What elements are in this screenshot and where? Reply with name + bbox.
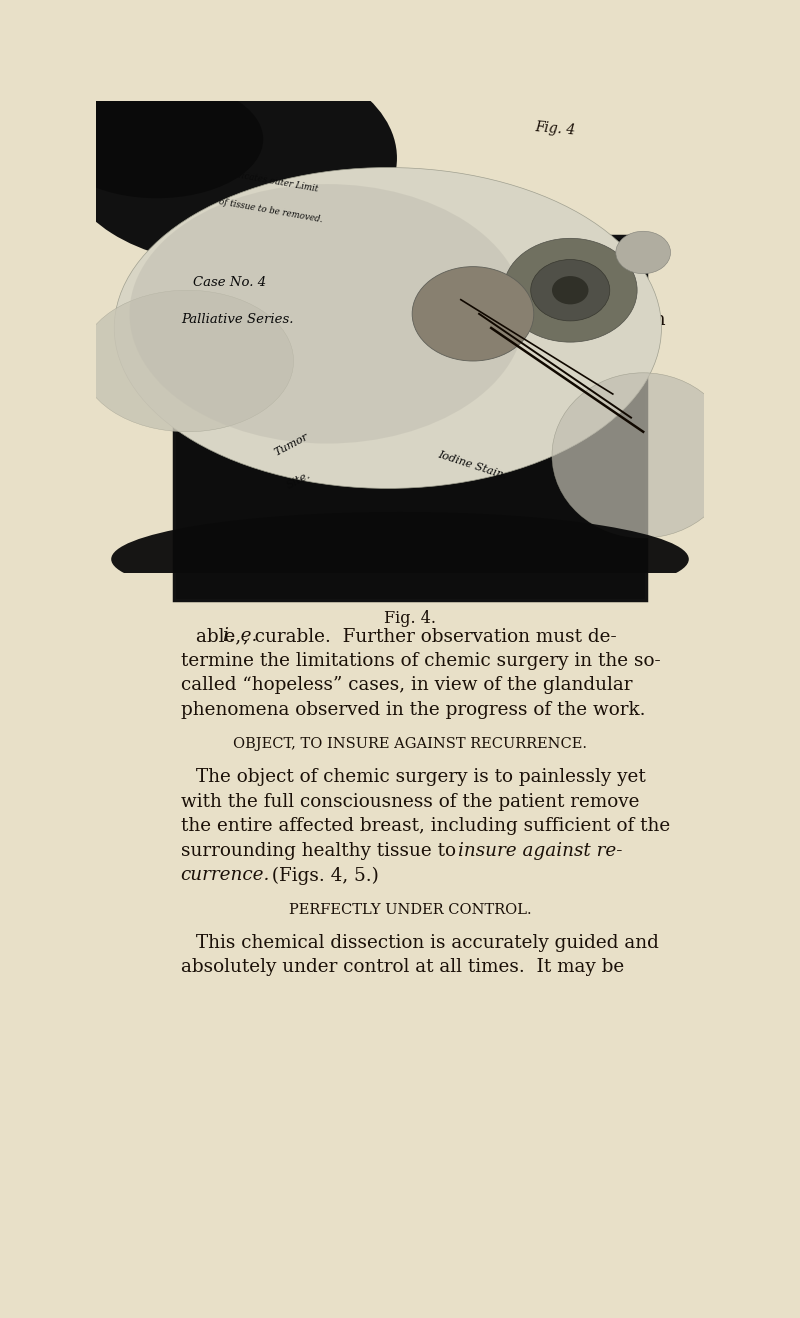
Text: Palliative Series.: Palliative Series. [181,314,294,327]
Text: 15: 15 [398,196,422,215]
Ellipse shape [114,167,662,489]
Text: insure against re-: insure against re- [458,842,623,859]
Text: The object of chemic surgery is to painlessly yet: The object of chemic surgery is to painl… [196,768,646,786]
Text: CHEMIC SURGERY OF THE CANCEROUS BREAST.: CHEMIC SURGERY OF THE CANCEROUS BREAST. [216,241,604,256]
Ellipse shape [530,260,610,320]
Text: Case No. 4: Case No. 4 [194,275,266,289]
Text: (Figs. 4, 5.): (Figs. 4, 5.) [260,866,379,884]
Text: The operation here indicated proceeds upon the: The operation here indicated proceeds up… [196,262,646,279]
Text: able,: able, [196,627,247,645]
Text: currence.: currence. [181,866,270,884]
Text: termine the limitations of chemic surgery in the so-: termine the limitations of chemic surger… [181,651,660,670]
Bar [174,236,646,600]
Ellipse shape [503,239,637,343]
Text: Fig. 4: Fig. 4 [534,120,575,137]
Ellipse shape [616,231,670,274]
Ellipse shape [130,185,525,444]
Ellipse shape [412,266,534,361]
Text: Site.: Site. [285,469,312,490]
Text: i. e.: i. e. [222,627,257,645]
Ellipse shape [81,290,294,432]
Ellipse shape [552,373,734,538]
Text: This chemical dissection is accurately guided and: This chemical dissection is accurately g… [196,933,659,952]
Text: , curable.  Further observation must de-: , curable. Further observation must de- [243,627,617,645]
Text: the entire affected breast, including sufficient of the: the entire affected breast, including su… [181,817,670,836]
Ellipse shape [50,80,263,198]
Text: with the full consciousness of the patient remove: with the full consciousness of the patie… [181,792,639,811]
Text: Line indicates outer Limit: Line indicates outer Limit [206,165,318,194]
Text: is reached all carcinomata of the breast are oper-: is reached all carcinomata of the breast… [181,335,642,353]
Text: absolutely under control at all times.  It may be: absolutely under control at all times. I… [181,958,624,977]
Ellipse shape [62,51,397,265]
Text: OBJECT, TO INSURE AGAINST RECURRENCE.: OBJECT, TO INSURE AGAINST RECURRENCE. [233,738,587,751]
Text: general assumption that at least until the border: general assumption that at least until t… [181,286,636,304]
Text: ·: · [479,191,483,206]
Text: Fig. 4.: Fig. 4. [384,610,436,627]
Text: PERFECTLY UNDER CONTROL.: PERFECTLY UNDER CONTROL. [289,903,531,917]
Ellipse shape [552,275,589,304]
Text: called “hopeless” cases, in view of the glandular: called “hopeless” cases, in view of the … [181,676,632,695]
Ellipse shape [111,511,689,606]
Text: surrounding healthy tissue to: surrounding healthy tissue to [181,842,462,859]
Text: Tumor: Tumor [272,431,310,457]
Text: phenomena observed in the progress of the work.: phenomena observed in the progress of th… [181,701,645,718]
Text: line separating regional from general dissemination: line separating regional from general di… [181,311,666,328]
Text: Iodine Stain.: Iodine Stain. [437,449,508,481]
Text: of tissue to be removed.: of tissue to be removed. [218,196,323,224]
